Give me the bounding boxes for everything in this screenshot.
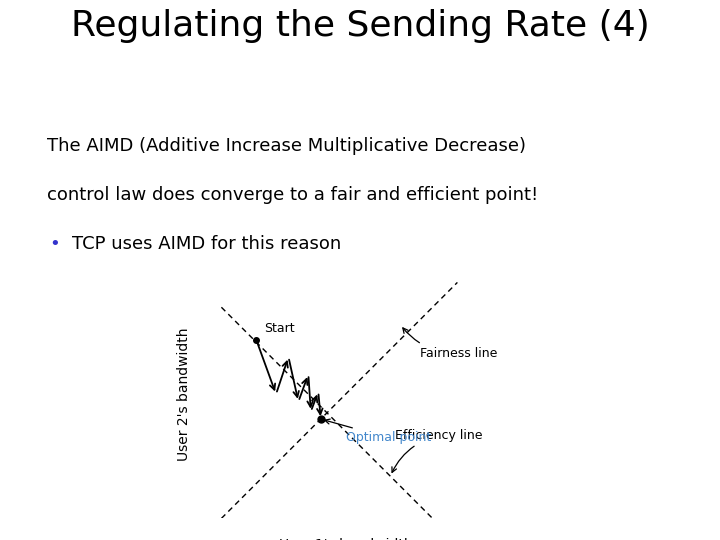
- Text: User 2's bandwidth: User 2's bandwidth: [177, 327, 191, 461]
- Text: control law does converge to a fair and efficient point!: control law does converge to a fair and …: [47, 186, 538, 204]
- Text: User 1's bandwidth: User 1's bandwidth: [279, 538, 413, 540]
- Text: Efficiency line: Efficiency line: [392, 429, 483, 472]
- Text: TCP uses AIMD for this reason: TCP uses AIMD for this reason: [72, 235, 341, 253]
- Text: Fairness line: Fairness line: [403, 328, 498, 360]
- Text: Optimal point: Optimal point: [325, 419, 431, 444]
- Text: •: •: [49, 235, 60, 253]
- Text: The AIMD (Additive Increase Multiplicative Decrease): The AIMD (Additive Increase Multiplicati…: [47, 137, 526, 156]
- Text: Regulating the Sending Rate (4): Regulating the Sending Rate (4): [71, 9, 649, 43]
- Text: Start: Start: [264, 322, 294, 335]
